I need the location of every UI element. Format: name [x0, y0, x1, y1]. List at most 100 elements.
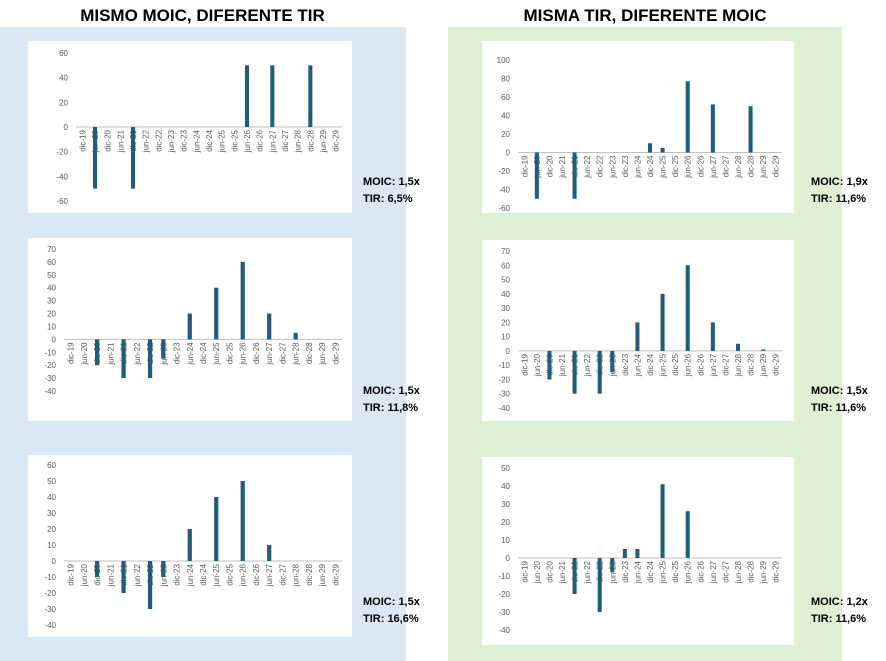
- chart-l1: -60-40-200204060dic-19jun-20dic-20jun-21…: [28, 41, 352, 213]
- y-tick-label: 20: [59, 98, 68, 107]
- x-tick-label: dic-23: [173, 342, 182, 364]
- bar: [610, 350, 615, 373]
- x-tick-label: jun-21: [558, 560, 567, 584]
- x-tick-label: jun-26: [239, 342, 248, 366]
- x-tick-label: jun-26: [684, 560, 693, 584]
- y-tick-label: -40: [498, 186, 510, 195]
- x-tick-label: dic-27: [281, 129, 290, 151]
- x-tick-label: jun-21: [558, 353, 567, 377]
- x-tick-label: jun-25: [212, 563, 221, 587]
- y-tick-label: 10: [501, 333, 510, 342]
- x-tick-label: dic-28: [747, 560, 756, 582]
- y-tick-label: 0: [506, 347, 511, 356]
- y-tick-label: -20: [44, 589, 56, 598]
- bar: [92, 127, 98, 189]
- x-tick-label: dic-19: [67, 342, 76, 364]
- bar: [293, 332, 298, 340]
- bar: [622, 549, 627, 558]
- stats-r3: MOIC: 1,2x TIR: 11,6%: [811, 594, 868, 628]
- x-tick-label: dic-26: [252, 563, 261, 585]
- x-tick-label: dic-27: [278, 342, 287, 364]
- x-tick-label: dic-29: [331, 563, 340, 585]
- x-tick-label: dic-29: [332, 129, 341, 151]
- y-tick-label: -40: [44, 387, 56, 396]
- y-tick-label: 20: [501, 518, 510, 527]
- x-tick-label: dic-24: [646, 155, 655, 177]
- x-tick-label: dic-23: [621, 155, 630, 177]
- x-tick-label: jun-28: [294, 129, 303, 153]
- bar: [547, 350, 552, 380]
- x-tick-label: jun-25: [659, 560, 668, 584]
- chart-r1-svg: -60-40-20020406080100dic-19jun-20dic-20j…: [497, 56, 782, 213]
- bar: [710, 104, 715, 153]
- bar: [572, 558, 577, 594]
- y-tick-label: -20: [44, 361, 56, 370]
- x-tick-label: jun-27: [265, 342, 274, 366]
- y-tick-label: 60: [47, 461, 56, 470]
- x-tick-label: jun-28: [734, 155, 743, 179]
- x-tick-label: dic-20: [545, 155, 554, 177]
- stats-l3: MOIC: 1,5x TIR: 16,6%: [363, 594, 420, 628]
- x-tick-label: jun-29: [319, 129, 328, 153]
- bar: [267, 313, 272, 340]
- chart-l3: -40 -30 -20 -10 0 10 20 30 40 50 60 dic-19 jun-20 dic…: [28, 455, 352, 637]
- y-tick-label: -60: [498, 204, 510, 213]
- y-tick-label: 40: [59, 74, 68, 83]
- moic-label: MOIC: 1,5x: [363, 385, 420, 397]
- x-tick-label: dic-25: [225, 563, 234, 585]
- x-tick-label: jun-25: [659, 155, 668, 179]
- x-tick-label: jun-28: [292, 342, 301, 366]
- bar: [660, 147, 665, 153]
- x-tick-label: jun-28: [734, 560, 743, 584]
- x-tick-label: jun-29: [759, 155, 768, 179]
- x-tick-label: dic-28: [306, 129, 315, 151]
- x-tick-label: jun-26: [243, 129, 252, 153]
- y-tick-label: -60: [56, 197, 68, 206]
- y-tick-label: 0: [52, 557, 57, 566]
- bar: [308, 65, 313, 127]
- heading-right: MISMA TIR, DIFERENTE MOIC: [523, 6, 767, 25]
- y-tick-label: 30: [47, 297, 56, 306]
- x-tick-label: dic-28: [747, 353, 756, 375]
- moic-label: MOIC: 1,5x: [363, 176, 420, 188]
- x-tick-label: dic-19: [520, 560, 529, 582]
- x-tick-label: dic-19: [520, 353, 529, 375]
- x-tick-label: jun-24: [192, 129, 201, 153]
- bar: [685, 81, 690, 153]
- x-tick-label: dic-26: [696, 155, 705, 177]
- y-tick-label: 0: [506, 149, 511, 158]
- x-tick-label: jun-22: [583, 560, 592, 584]
- tir-label: TIR: 16,6%: [363, 613, 419, 625]
- x-tick-label: dic-24: [199, 563, 208, 585]
- bar: [597, 558, 602, 612]
- bar: [147, 339, 153, 379]
- tir-label: TIR: 11,8%: [363, 402, 419, 414]
- y-tick-label: -20: [498, 590, 510, 599]
- x-tick-label: jun-29: [759, 353, 768, 377]
- y-tick-label: 30: [501, 500, 510, 509]
- y-tick-label: 0: [52, 335, 57, 344]
- x-tick-label: jun-26: [239, 563, 248, 587]
- bar: [267, 545, 272, 561]
- x-tick-label: dic-23: [621, 560, 630, 582]
- bar: [240, 481, 245, 561]
- bar: [244, 65, 250, 127]
- y-tick-label: -40: [44, 621, 56, 630]
- x-tick-label: jun-24: [633, 155, 642, 179]
- x-tick-label: jun-29: [759, 560, 768, 584]
- x-tick-label: jun-25: [218, 129, 227, 153]
- x-tick-label: jun-23: [608, 155, 617, 179]
- moic-label: MOIC: 1,5x: [363, 596, 420, 608]
- x-tick-label: jun-20: [533, 560, 542, 584]
- chart-l2-svg: -40 -30 -20 -10 0 10 20 30 40 50 60 70 dic-19 jun-20 d…: [44, 245, 342, 396]
- x-tick-label: dic-19: [78, 129, 87, 151]
- bar: [270, 65, 275, 127]
- x-tick-label: jun-24: [186, 563, 195, 587]
- y-tick-label: 60: [501, 93, 510, 102]
- y-tick-label: -10: [44, 573, 56, 582]
- y-tick-label: -20: [56, 148, 68, 157]
- x-tick-label: dic-29: [331, 342, 340, 364]
- x-tick-label: jun-24: [633, 353, 642, 377]
- x-tick-label: dic-26: [256, 129, 265, 151]
- bar: [572, 350, 577, 394]
